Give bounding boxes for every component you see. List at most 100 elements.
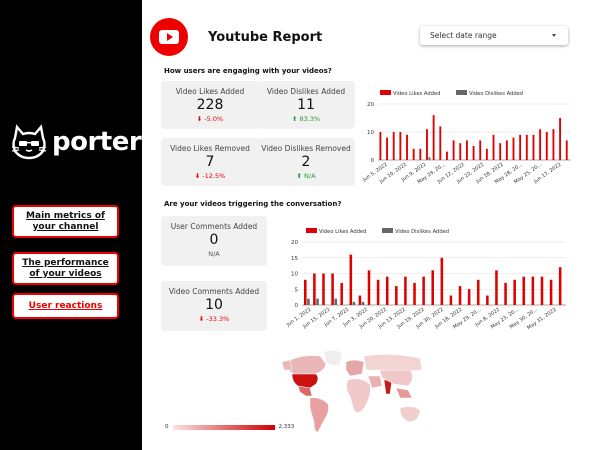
legend-swatch xyxy=(382,228,393,233)
bar-dislikes[interactable] xyxy=(307,298,310,305)
bar-likes[interactable] xyxy=(406,134,408,160)
card-label: Video Dislikes Removed xyxy=(261,144,351,153)
bar-likes[interactable] xyxy=(465,140,468,160)
bar-likes[interactable] xyxy=(426,129,428,160)
legend-label: Video Dislikes Added xyxy=(395,229,449,235)
card-change: ⬇ -5.0% xyxy=(196,115,224,123)
card-value: 0 xyxy=(209,232,219,248)
nav-user-reactions[interactable]: User reactions xyxy=(12,293,119,319)
bar-likes[interactable] xyxy=(422,276,425,305)
bar-likes[interactable] xyxy=(349,254,353,305)
bar-likes[interactable] xyxy=(459,143,462,160)
section-engagement-question: How users are engaging with your videos? xyxy=(164,67,332,75)
bar-dislikes[interactable] xyxy=(361,301,365,305)
arrow-up-icon: ⬆ xyxy=(296,172,302,180)
legend-swatch xyxy=(456,90,467,95)
bar-likes[interactable] xyxy=(467,289,471,305)
bar-likes[interactable] xyxy=(392,132,395,160)
bar-likes[interactable] xyxy=(539,129,542,160)
bar-dislikes[interactable] xyxy=(316,298,319,305)
y-tick-label: 20 xyxy=(291,240,298,246)
bar-likes[interactable] xyxy=(479,140,482,160)
bar-dislikes[interactable] xyxy=(352,301,356,305)
sidebar: porter Main metrics of your channel The … xyxy=(0,0,142,450)
caret-down-icon xyxy=(552,34,556,37)
bar-likes[interactable] xyxy=(367,270,371,305)
card-likes-added: Video Likes Added 228 ⬇ -5.0% xyxy=(161,81,259,129)
bar-likes[interactable] xyxy=(499,143,502,160)
bar-likes[interactable] xyxy=(358,295,362,305)
y-tick-label: 10 xyxy=(291,272,298,278)
bar-likes[interactable] xyxy=(452,140,455,160)
bar-likes[interactable] xyxy=(379,132,382,160)
bar-likes[interactable] xyxy=(522,276,526,305)
bar-likes[interactable] xyxy=(376,279,380,305)
map-middle-east xyxy=(367,375,383,389)
bar-likes[interactable] xyxy=(540,276,544,305)
bar-likes[interactable] xyxy=(492,134,495,160)
logo-text: porter xyxy=(52,127,142,157)
card-value: 228 xyxy=(196,97,224,113)
arrow-down-icon: ⬇ xyxy=(198,315,205,323)
legend-label: Video Dislikes Added xyxy=(469,91,523,97)
bar-likes[interactable] xyxy=(549,279,553,305)
map-alaska xyxy=(281,359,293,371)
bar-likes[interactable] xyxy=(565,140,568,160)
card-dislikes-added: Video Dislikes Added 11 ⬆ 83.3% xyxy=(257,81,355,129)
bar-likes[interactable] xyxy=(440,257,444,305)
map-asia xyxy=(379,369,413,387)
bar-likes[interactable] xyxy=(532,134,535,160)
bar-likes[interactable] xyxy=(476,279,480,305)
bar-likes[interactable] xyxy=(431,270,434,305)
youtube-logo-icon xyxy=(150,18,188,56)
bar-likes[interactable] xyxy=(331,273,334,306)
bar-likes[interactable] xyxy=(558,267,562,305)
bar-likes[interactable] xyxy=(519,134,522,160)
bar-likes[interactable] xyxy=(512,137,515,160)
nav-main-metrics[interactable]: Main metrics of your channel xyxy=(12,205,119,238)
bar-dislikes[interactable] xyxy=(334,298,338,305)
bar-likes[interactable] xyxy=(304,279,307,305)
bar-likes[interactable] xyxy=(419,148,422,160)
card-label: Video Likes Added xyxy=(175,87,245,96)
bar-likes[interactable] xyxy=(404,276,407,305)
bar-likes[interactable] xyxy=(485,148,488,160)
world-map xyxy=(281,350,423,433)
bar-likes[interactable] xyxy=(513,279,516,305)
bar-likes[interactable] xyxy=(449,295,453,305)
bar-likes[interactable] xyxy=(313,273,316,306)
bar-likes[interactable] xyxy=(412,148,415,160)
nav-video-performance[interactable]: The performance of your videos xyxy=(12,252,119,285)
legend-max: 2,333 xyxy=(278,424,295,430)
bar-likes[interactable] xyxy=(472,146,475,160)
bar-likes[interactable] xyxy=(322,273,325,306)
map-usa xyxy=(291,373,319,389)
bar-likes[interactable] xyxy=(439,126,442,160)
legend-label: Video Likes Added xyxy=(393,91,440,97)
y-tick-label: 5 xyxy=(295,287,299,293)
bar-likes[interactable] xyxy=(385,276,389,305)
bar-likes[interactable] xyxy=(559,118,562,160)
bar-likes[interactable] xyxy=(458,286,462,305)
bar-likes[interactable] xyxy=(504,282,507,305)
bar-likes[interactable] xyxy=(446,151,448,160)
bar-likes[interactable] xyxy=(386,137,388,160)
bar-likes[interactable] xyxy=(552,129,555,160)
bar-likes[interactable] xyxy=(545,132,548,160)
bar-likes[interactable] xyxy=(505,140,508,160)
card-value: 11 xyxy=(297,97,315,113)
bar-likes[interactable] xyxy=(525,134,528,160)
bar-likes[interactable] xyxy=(395,286,398,305)
bar-likes[interactable] xyxy=(432,115,435,160)
arrow-down-icon: ⬇ xyxy=(194,172,201,180)
bar-likes[interactable] xyxy=(340,282,343,305)
bar-likes[interactable] xyxy=(486,295,489,305)
bar-dislikes[interactable] xyxy=(428,157,431,160)
date-range-select[interactable]: Select date range xyxy=(420,26,568,45)
bar-likes[interactable] xyxy=(495,270,498,305)
cat-icon xyxy=(11,124,47,160)
bar-likes[interactable] xyxy=(413,282,416,305)
bar-likes[interactable] xyxy=(399,132,402,160)
bar-likes[interactable] xyxy=(531,276,535,305)
y-tick-label: 20 xyxy=(367,102,374,108)
